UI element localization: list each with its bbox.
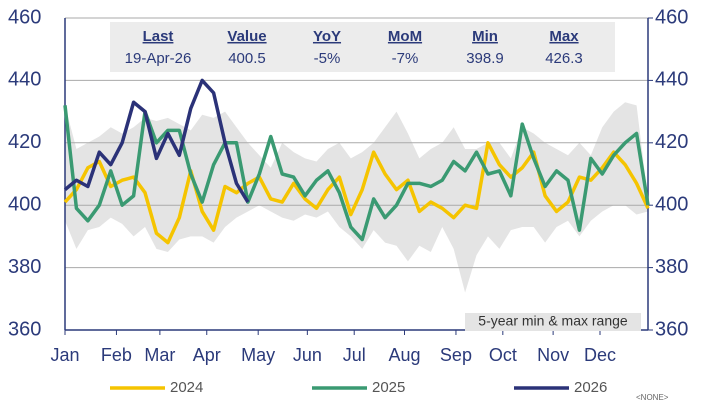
x-tick-label: May	[241, 345, 275, 365]
legend-label: 2024	[170, 379, 203, 396]
x-tick-label: Sep	[440, 345, 472, 365]
series-line	[63, 105, 650, 242]
y-tick-label: 440	[8, 69, 41, 91]
range-band	[65, 102, 648, 293]
stats-header: Min	[472, 28, 498, 45]
stats-header: MoM	[388, 28, 422, 45]
stats-value: 19-Apr-26	[125, 50, 192, 67]
note: <NONE>	[636, 393, 669, 402]
stats-value: 398.9	[466, 50, 504, 67]
stats-header: YoY	[313, 28, 341, 45]
x-tick-label: Jul	[343, 345, 366, 365]
x-tick-label: Feb	[101, 345, 132, 365]
x-tick-label: Mar	[144, 345, 175, 365]
band-label: 5-year min & max range	[478, 313, 628, 329]
series-line	[63, 141, 650, 245]
stats-value: 400.5	[228, 50, 266, 67]
y-tick-label: 360	[8, 318, 41, 340]
y2-tick-label: 400	[655, 193, 688, 215]
y2-tick-label: 420	[655, 131, 688, 153]
x-tick-label: Dec	[584, 345, 616, 365]
y2-tick-label: 360	[655, 318, 688, 340]
x-tick-label: Nov	[537, 345, 569, 365]
x-tick-label: Aug	[388, 345, 420, 365]
series-line	[63, 78, 250, 203]
y2-tick-label: 440	[655, 69, 688, 91]
x-tick-label: Oct	[489, 345, 517, 365]
legend-label: 2026	[574, 379, 607, 396]
stats-header: Max	[549, 28, 579, 45]
stats-header: Value	[227, 28, 266, 45]
x-tick-label: Jan	[50, 345, 79, 365]
stats-value: -5%	[314, 50, 341, 67]
y-tick-label: 380	[8, 256, 41, 278]
x-tick-label: Jun	[293, 345, 322, 365]
legend-label: 2025	[372, 379, 405, 396]
x-tick-label: Apr	[193, 345, 221, 365]
y-tick-label: 420	[8, 131, 41, 153]
stats-header: Last	[143, 28, 174, 45]
band-label-box	[465, 313, 641, 331]
stats-value: 426.3	[545, 50, 583, 67]
stats-box	[110, 22, 615, 72]
y-tick-label: 400	[8, 193, 41, 215]
y2-tick-label: 380	[655, 256, 688, 278]
stats-value: -7%	[392, 50, 419, 67]
y-tick-label: 460	[8, 6, 41, 28]
y2-tick-label: 460	[655, 6, 688, 28]
